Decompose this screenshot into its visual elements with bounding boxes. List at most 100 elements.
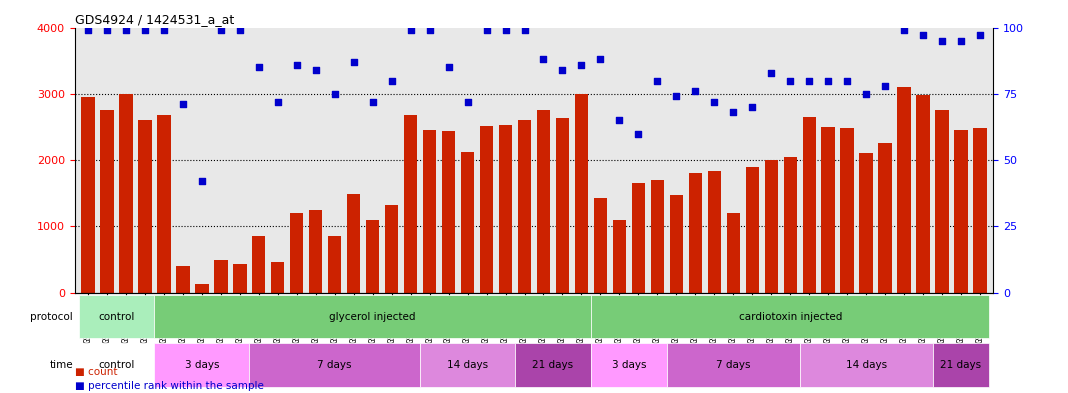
Point bbox=[174, 101, 191, 108]
Bar bbox=[745, 167, 759, 293]
Bar bbox=[442, 131, 455, 293]
Point bbox=[345, 59, 362, 65]
Bar bbox=[973, 128, 987, 293]
Bar bbox=[461, 152, 474, 293]
Bar bbox=[328, 236, 342, 293]
Text: time: time bbox=[49, 360, 73, 370]
Point bbox=[213, 27, 230, 33]
Bar bbox=[841, 128, 853, 293]
Bar bbox=[916, 95, 929, 293]
Bar bbox=[386, 205, 398, 293]
Bar bbox=[233, 264, 247, 293]
FancyBboxPatch shape bbox=[79, 295, 155, 338]
Bar bbox=[195, 284, 208, 293]
FancyBboxPatch shape bbox=[79, 343, 155, 387]
Bar bbox=[784, 157, 797, 293]
Point bbox=[592, 56, 609, 62]
Text: GDS4924 / 1424531_a_at: GDS4924 / 1424531_a_at bbox=[75, 13, 234, 26]
Bar bbox=[215, 259, 227, 293]
Point bbox=[819, 77, 836, 84]
Point bbox=[288, 61, 305, 68]
Bar bbox=[176, 266, 190, 293]
Bar bbox=[632, 183, 645, 293]
Point bbox=[972, 32, 989, 39]
Bar bbox=[708, 171, 721, 293]
FancyBboxPatch shape bbox=[800, 343, 932, 387]
Point bbox=[630, 130, 647, 137]
Point bbox=[572, 61, 590, 68]
Text: 7 days: 7 days bbox=[317, 360, 352, 370]
Point bbox=[953, 38, 970, 44]
Point bbox=[250, 64, 267, 70]
Bar bbox=[309, 210, 323, 293]
Point bbox=[137, 27, 154, 33]
Text: 21 days: 21 days bbox=[533, 360, 574, 370]
FancyBboxPatch shape bbox=[155, 295, 591, 338]
Bar bbox=[139, 120, 152, 293]
Bar bbox=[955, 130, 968, 293]
Bar bbox=[879, 143, 892, 293]
Bar bbox=[537, 110, 550, 293]
Bar bbox=[670, 195, 682, 293]
FancyBboxPatch shape bbox=[591, 343, 666, 387]
Text: protocol: protocol bbox=[30, 312, 73, 322]
Point bbox=[763, 70, 780, 76]
Bar bbox=[860, 153, 873, 293]
Text: control: control bbox=[98, 312, 135, 322]
Point bbox=[648, 77, 665, 84]
Point bbox=[933, 38, 951, 44]
Bar bbox=[765, 160, 778, 293]
Point bbox=[383, 77, 400, 84]
Point bbox=[743, 104, 760, 110]
Point bbox=[440, 64, 457, 70]
Bar bbox=[81, 97, 95, 293]
Bar bbox=[423, 130, 436, 293]
Text: 3 days: 3 days bbox=[185, 360, 219, 370]
Point bbox=[858, 91, 875, 97]
Bar bbox=[555, 118, 569, 293]
Point bbox=[269, 99, 286, 105]
Bar bbox=[100, 110, 113, 293]
Text: ■ percentile rank within the sample: ■ percentile rank within the sample bbox=[75, 381, 264, 391]
FancyBboxPatch shape bbox=[666, 343, 800, 387]
FancyBboxPatch shape bbox=[515, 343, 591, 387]
Point bbox=[706, 99, 723, 105]
Bar bbox=[726, 213, 740, 293]
Text: 14 days: 14 days bbox=[846, 360, 886, 370]
Point bbox=[98, 27, 115, 33]
Bar bbox=[802, 117, 816, 293]
Point bbox=[877, 83, 894, 89]
Bar bbox=[366, 220, 379, 293]
FancyBboxPatch shape bbox=[249, 343, 420, 387]
Point bbox=[535, 56, 552, 62]
Point bbox=[117, 27, 135, 33]
Point bbox=[364, 99, 381, 105]
Point bbox=[403, 27, 420, 33]
Point bbox=[668, 93, 685, 99]
Point bbox=[782, 77, 799, 84]
Point bbox=[308, 67, 325, 73]
Bar bbox=[480, 126, 493, 293]
Point bbox=[478, 27, 496, 33]
Bar bbox=[821, 127, 835, 293]
Point bbox=[914, 32, 931, 39]
FancyBboxPatch shape bbox=[420, 343, 515, 387]
Bar bbox=[290, 213, 303, 293]
Text: 3 days: 3 days bbox=[612, 360, 646, 370]
Point bbox=[79, 27, 96, 33]
Text: ■ count: ■ count bbox=[75, 367, 117, 377]
Point bbox=[326, 91, 343, 97]
Bar bbox=[594, 198, 607, 293]
Bar bbox=[271, 262, 284, 293]
Point bbox=[687, 88, 704, 94]
Bar bbox=[347, 194, 360, 293]
Text: 21 days: 21 days bbox=[941, 360, 981, 370]
Text: control: control bbox=[98, 360, 135, 370]
Text: 14 days: 14 days bbox=[447, 360, 488, 370]
Point bbox=[611, 117, 628, 123]
Bar bbox=[404, 115, 418, 293]
Bar bbox=[936, 110, 948, 293]
Point bbox=[156, 27, 173, 33]
Bar bbox=[689, 173, 702, 293]
Point bbox=[232, 27, 249, 33]
